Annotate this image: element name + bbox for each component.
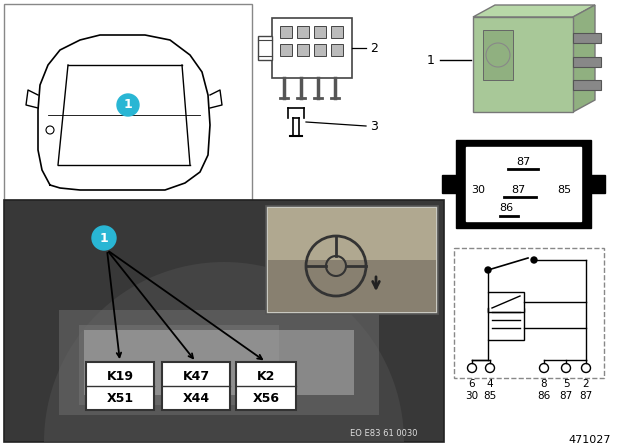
Text: 5: 5 bbox=[563, 379, 570, 389]
Text: 87: 87 bbox=[579, 391, 593, 401]
Text: 2: 2 bbox=[370, 42, 378, 55]
Text: 3: 3 bbox=[370, 120, 378, 133]
Text: 1: 1 bbox=[124, 99, 132, 112]
Bar bbox=[280, 26, 292, 38]
Text: K2: K2 bbox=[257, 370, 275, 383]
Circle shape bbox=[531, 257, 537, 263]
Bar bbox=[4, 4, 252, 200]
Bar bbox=[466, 147, 581, 221]
Text: 87: 87 bbox=[516, 157, 530, 167]
Bar bbox=[236, 362, 296, 410]
Bar bbox=[86, 362, 154, 410]
Bar bbox=[266, 206, 438, 314]
Text: 86: 86 bbox=[538, 391, 550, 401]
Bar bbox=[268, 260, 436, 312]
Polygon shape bbox=[573, 5, 595, 112]
Text: 87: 87 bbox=[559, 391, 573, 401]
Bar bbox=[272, 18, 352, 78]
Bar bbox=[4, 200, 444, 442]
Circle shape bbox=[92, 226, 116, 250]
Circle shape bbox=[117, 94, 139, 116]
Bar bbox=[454, 248, 604, 378]
Circle shape bbox=[485, 267, 491, 273]
Text: 471027: 471027 bbox=[569, 435, 611, 445]
Bar bbox=[84, 330, 354, 395]
Text: 87: 87 bbox=[511, 185, 525, 195]
Text: EO E83 61 0030: EO E83 61 0030 bbox=[350, 430, 418, 439]
Text: 1: 1 bbox=[427, 53, 435, 66]
Bar bbox=[573, 33, 601, 43]
Bar bbox=[331, 26, 343, 38]
Bar bbox=[573, 80, 601, 90]
Bar bbox=[488, 292, 524, 312]
Polygon shape bbox=[442, 175, 456, 193]
Bar bbox=[297, 26, 309, 38]
Bar bbox=[297, 44, 309, 56]
Wedge shape bbox=[44, 262, 404, 442]
Text: 85: 85 bbox=[483, 391, 497, 401]
Bar bbox=[331, 44, 343, 56]
Bar bbox=[573, 57, 601, 67]
Text: K47: K47 bbox=[182, 370, 209, 383]
Bar bbox=[456, 140, 591, 228]
Bar bbox=[162, 362, 230, 410]
Text: K19: K19 bbox=[106, 370, 134, 383]
Text: 30: 30 bbox=[465, 391, 479, 401]
Text: 1: 1 bbox=[100, 232, 108, 245]
Text: X51: X51 bbox=[106, 392, 134, 405]
Text: 2: 2 bbox=[582, 379, 589, 389]
Bar bbox=[314, 44, 326, 56]
Bar bbox=[473, 17, 573, 112]
Bar bbox=[258, 36, 272, 60]
Text: 4: 4 bbox=[486, 379, 493, 389]
Text: 30: 30 bbox=[471, 185, 485, 195]
Text: 85: 85 bbox=[557, 185, 571, 195]
Polygon shape bbox=[473, 5, 595, 17]
Bar bbox=[268, 208, 436, 312]
Bar bbox=[314, 26, 326, 38]
Bar bbox=[79, 325, 279, 405]
Bar bbox=[280, 44, 292, 56]
Bar bbox=[59, 310, 379, 415]
Text: X56: X56 bbox=[253, 392, 280, 405]
Bar bbox=[483, 30, 513, 80]
Text: 86: 86 bbox=[499, 203, 513, 213]
Text: 6: 6 bbox=[468, 379, 476, 389]
Bar bbox=[488, 308, 524, 340]
Polygon shape bbox=[591, 175, 605, 193]
Text: 8: 8 bbox=[541, 379, 547, 389]
Text: X44: X44 bbox=[182, 392, 209, 405]
